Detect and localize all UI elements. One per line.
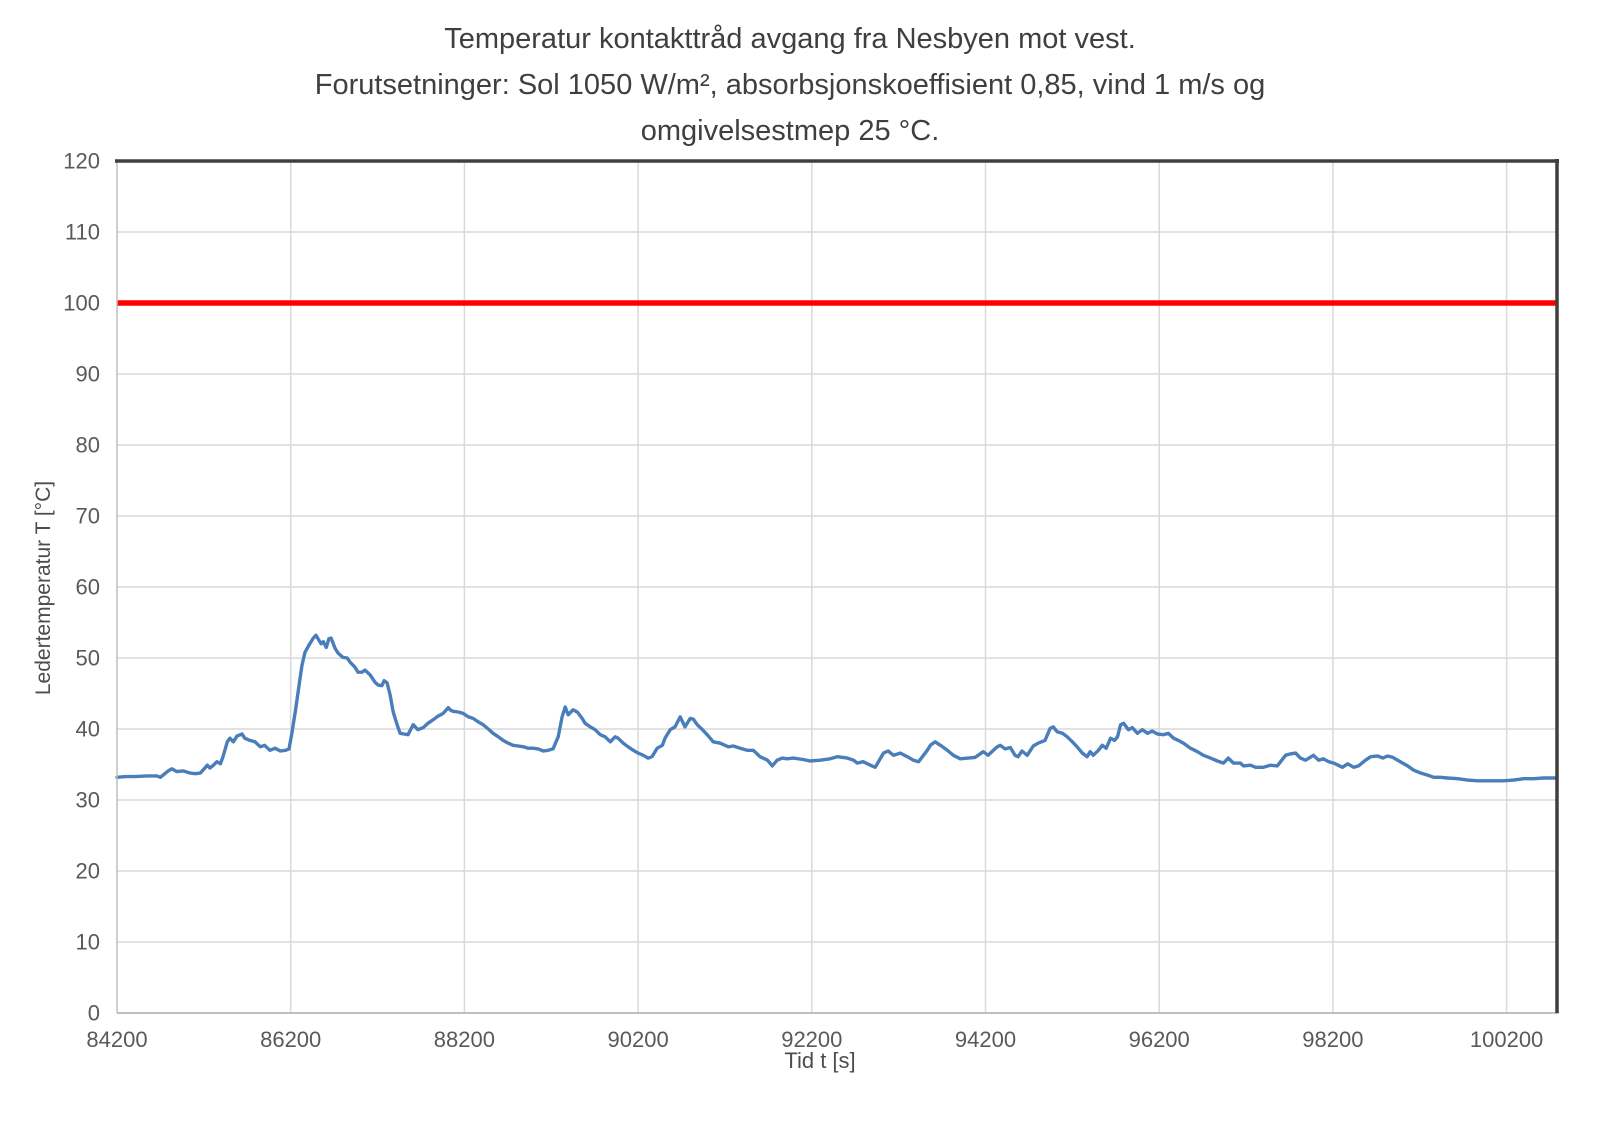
temperature-line xyxy=(115,633,1559,783)
y-tick-label: 30 xyxy=(76,788,100,813)
y-tick-label: 90 xyxy=(76,362,100,387)
chart-title-line3: omgivelsestmep 25 °C. xyxy=(640,115,940,147)
y-tick-label: 20 xyxy=(76,859,100,884)
y-axis-title: Ledertemperatur T [°C] xyxy=(32,480,55,696)
y-tick-label: 10 xyxy=(76,930,100,955)
x-tick-label: 88200 xyxy=(434,1027,495,1052)
y-tick-label: 100 xyxy=(63,291,100,316)
x-tick-label: 84200 xyxy=(86,1027,147,1052)
x-tick-label: 94200 xyxy=(955,1027,1016,1052)
x-tick-label: 90200 xyxy=(608,1027,669,1052)
chart-title-line2: Forutsetninger: Sol 1050 W/m², absorbsjo… xyxy=(314,69,1266,101)
y-tick-label: 70 xyxy=(76,504,100,529)
y-tick-label: 60 xyxy=(76,575,100,600)
y-tick-label: 0 xyxy=(88,1001,100,1026)
chart-title: Temperatur kontakttråd avgang fra Nesbye… xyxy=(0,16,1580,154)
y-tick-label: 80 xyxy=(76,433,100,458)
chart-title-line1: Temperatur kontakttråd avgang fra Nesbye… xyxy=(444,23,1136,55)
y-tick-label: 120 xyxy=(63,149,100,174)
x-axis-title: Tid t [s] xyxy=(784,1048,856,1073)
x-tick-label: 100200 xyxy=(1470,1027,1543,1052)
y-tick-label: 110 xyxy=(65,220,100,245)
y-tick-label: 50 xyxy=(76,646,100,671)
x-tick-label: 98200 xyxy=(1302,1027,1363,1052)
y-tick-label: 40 xyxy=(76,717,100,742)
x-tick-label: 96200 xyxy=(1129,1027,1190,1052)
x-tick-label: 92200 xyxy=(781,1027,842,1052)
x-tick-label: 86200 xyxy=(260,1027,321,1052)
